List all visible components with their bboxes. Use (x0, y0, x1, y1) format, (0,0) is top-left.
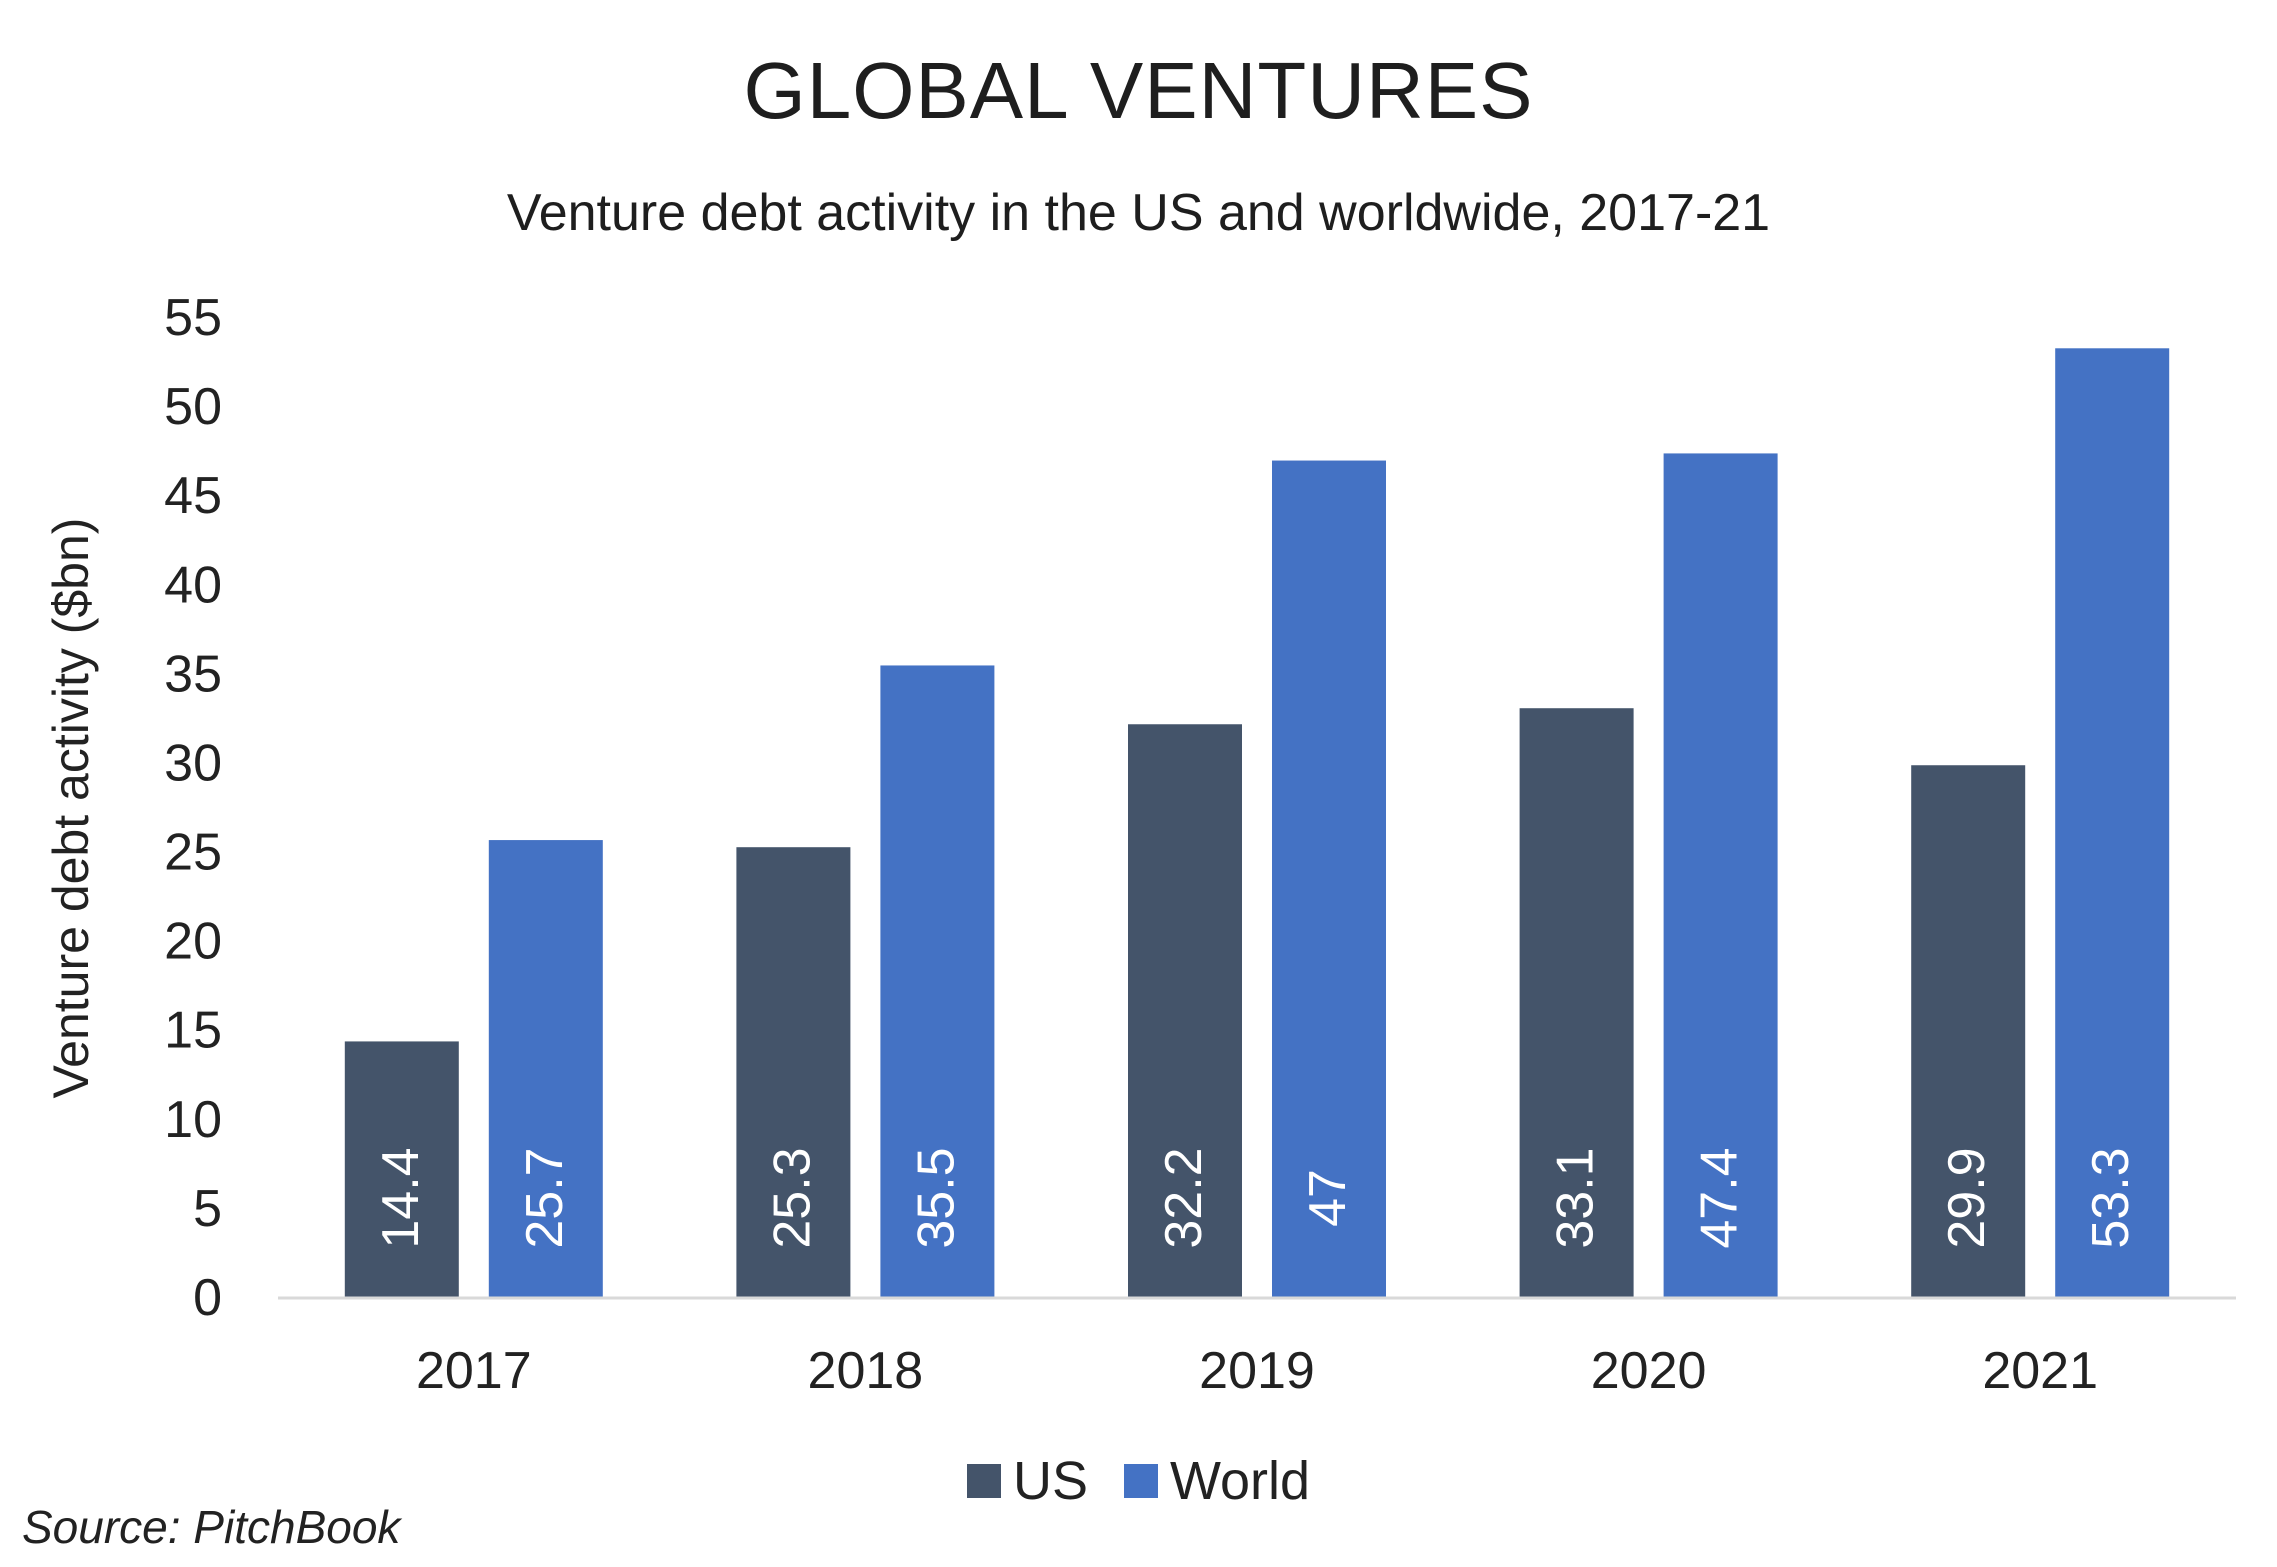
x-tick-label: 2017 (416, 1342, 532, 1400)
bar-us-2018 (736, 847, 851, 1298)
bar-world-2020 (1663, 453, 1778, 1298)
y-tick-label: 5 (193, 1180, 222, 1238)
bar-us-2019 (1128, 724, 1242, 1298)
x-tick-label: 2021 (1982, 1342, 2098, 1400)
y-tick-label: 0 (193, 1269, 222, 1327)
legend: US World (0, 1450, 2277, 1512)
y-tick-label: 55 (164, 289, 222, 347)
bar-us-2021 (1911, 765, 2026, 1298)
bar-us-2017 (344, 1041, 459, 1298)
x-tick-label: 2019 (1199, 1342, 1315, 1400)
data-label: 33.1 (1547, 1147, 1605, 1248)
source-note: Source: PitchBook (22, 1501, 401, 1553)
data-label: 14.4 (372, 1147, 430, 1248)
x-tick-label: 2020 (1591, 1342, 1707, 1400)
y-tick-label: 40 (164, 556, 222, 614)
legend-item-us: US (966, 1450, 1088, 1512)
data-label: 47.4 (1691, 1147, 1749, 1248)
y-axis-label: Venture debt activity ($bn) (43, 518, 99, 1099)
y-tick-label: 45 (164, 467, 222, 525)
legend-swatch-world (1123, 1464, 1158, 1498)
data-label: 25.3 (763, 1147, 821, 1248)
y-tick-label: 15 (164, 1002, 222, 1060)
legend-swatch-us (966, 1464, 1001, 1498)
legend-label-us: US (1012, 1451, 1088, 1511)
legend-label-world: World (1169, 1451, 1311, 1511)
y-tick-label: 10 (164, 1091, 222, 1149)
y-tick-label: 35 (164, 645, 222, 703)
chart-title: GLOBAL VENTURES (743, 46, 1534, 135)
chart-subtitle: Venture debt activity in the US and worl… (506, 184, 1771, 242)
y-tick-label: 50 (164, 378, 222, 436)
bar-world-2019 (1272, 460, 1386, 1299)
bar-us-2020 (1519, 708, 1634, 1298)
bar-world-2021 (2055, 348, 2170, 1299)
bar-world-2017 (488, 840, 603, 1298)
x-tick-label: 2018 (808, 1342, 924, 1400)
data-label: 32.2 (1155, 1147, 1213, 1248)
legend-item-world: World (1123, 1450, 1311, 1512)
data-label: 53.3 (2082, 1147, 2140, 1248)
data-label: 29.9 (1938, 1147, 1996, 1248)
y-tick-label: 30 (164, 734, 222, 792)
y-tick-label: 20 (164, 913, 222, 971)
data-label: 47 (1299, 1169, 1357, 1227)
data-label: 35.5 (907, 1147, 965, 1248)
y-tick-label: 25 (164, 824, 222, 882)
data-label: 25.7 (516, 1147, 574, 1248)
bar-world-2018 (880, 665, 995, 1298)
